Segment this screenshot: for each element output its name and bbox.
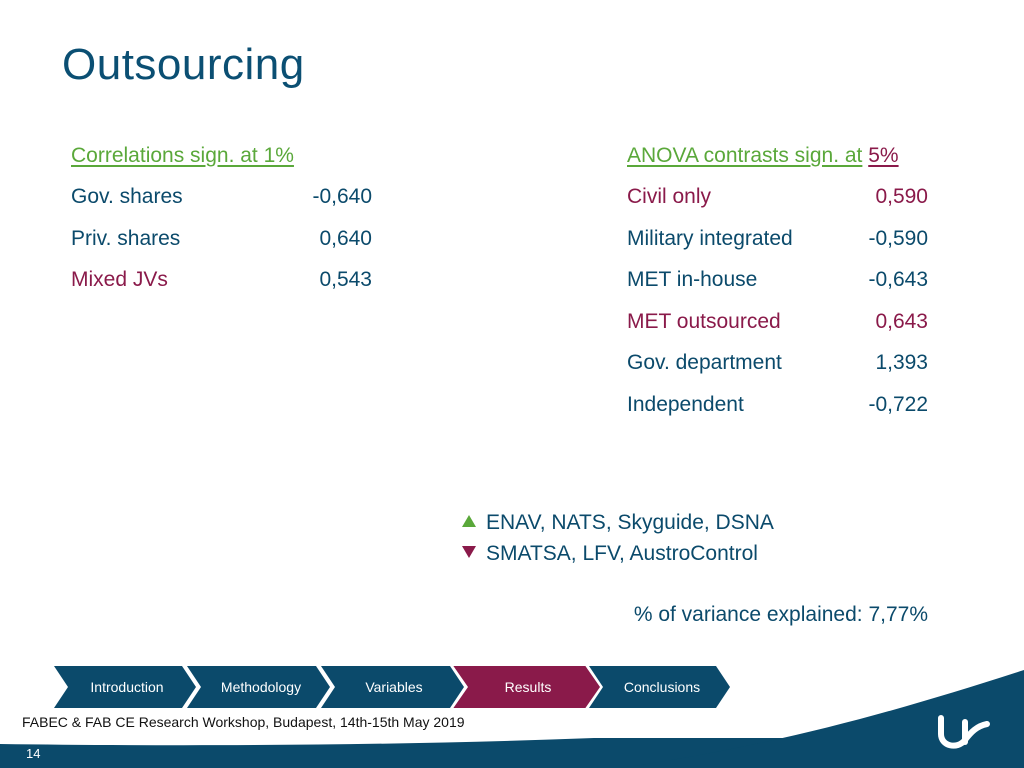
correlation-value-gov-shares: -0,640: [312, 185, 372, 208]
triangle-up-icon: [462, 515, 476, 527]
variance-explained: % of variance explained: 7,77%: [633, 603, 928, 626]
correlation-value-priv-shares: 0,640: [319, 227, 372, 250]
legend-up-text: ENAV, NATS, Skyguide, DSNA: [486, 511, 774, 534]
anova-header-level: 5%: [868, 144, 899, 167]
anova-label-met-in-house: MET in-house: [627, 268, 758, 291]
anova-value-met-outsourced: 0,643: [875, 310, 928, 333]
footer-event: FABEC & FAB CE Research Workshop, Budape…: [22, 714, 465, 730]
nav-label-conclusions[interactable]: Conclusions: [623, 679, 701, 695]
legend-up: ENAV, NATS, Skyguide, DSNA: [462, 510, 774, 536]
legend-down: SMATSA, LFV, AustroControl: [462, 541, 758, 567]
triangle-down-icon: [462, 546, 476, 558]
nav-chevron-variables[interactable]: [321, 666, 464, 708]
nav-chevron-methodology[interactable]: [187, 666, 330, 708]
anova-value-gov-department: 1,393: [875, 351, 928, 374]
correlation-label-gov-shares: Gov. shares: [71, 185, 183, 208]
nav-label-variables[interactable]: Variables: [365, 679, 423, 695]
anova-label-independent: Independent: [627, 393, 744, 416]
section-navigation: Introduction Methodology Variables Resul…: [54, 666, 744, 708]
correlation-value-mixed-jvs: 0,543: [319, 268, 372, 291]
anova-header: ANOVA contrasts sign. at 5%: [627, 143, 899, 169]
nav-chevron-introduction[interactable]: [54, 666, 196, 708]
correlation-label-priv-shares: Priv. shares: [71, 227, 181, 250]
nav-chevron-results[interactable]: [452, 666, 600, 708]
anova-label-gov-department: Gov. department: [627, 351, 782, 374]
organization-logo-icon: [938, 715, 990, 749]
nav-label-methodology[interactable]: Methodology: [220, 679, 302, 695]
nav-label-introduction[interactable]: Introduction: [90, 679, 164, 695]
page-number: 14: [26, 746, 41, 761]
nav-chevron-conclusions[interactable]: [589, 666, 730, 708]
anova-value-civil-only: 0,590: [875, 185, 928, 208]
anova-value-independent: -0,722: [868, 393, 928, 416]
anova-header-main: ANOVA contrasts sign. at: [627, 144, 863, 167]
anova-value-military-integrated: -0,590: [868, 227, 928, 250]
nav-chevrons: [54, 666, 730, 708]
correlations-header: Correlations sign. at 1%: [71, 144, 294, 167]
anova-value-met-in-house: -0,643: [868, 268, 928, 291]
correlation-label-mixed-jvs: Mixed JVs: [71, 268, 168, 291]
nav-label-results[interactable]: Results: [504, 679, 552, 695]
legend-down-text: SMATSA, LFV, AustroControl: [486, 542, 758, 565]
footer-swoosh: [620, 670, 1024, 768]
anova-label-military-integrated: Military integrated: [627, 227, 793, 250]
anova-label-met-outsourced: MET outsourced: [627, 310, 781, 333]
anova-label-civil-only: Civil only: [627, 185, 712, 208]
slide-title: Outsourcing: [62, 40, 305, 89]
